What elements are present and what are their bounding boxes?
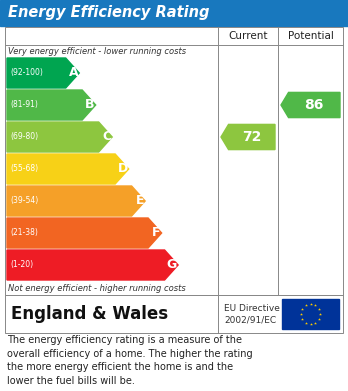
Polygon shape — [7, 186, 145, 216]
Text: The energy efficiency rating is a measure of the
overall efficiency of a home. T: The energy efficiency rating is a measur… — [7, 335, 253, 386]
Polygon shape — [7, 122, 112, 152]
Text: Current: Current — [228, 31, 268, 41]
Text: C: C — [102, 131, 111, 143]
Text: Not energy efficient - higher running costs: Not energy efficient - higher running co… — [8, 284, 186, 293]
Polygon shape — [7, 58, 79, 88]
Text: (69-80): (69-80) — [10, 133, 38, 142]
Bar — [282, 299, 339, 329]
Text: E: E — [136, 194, 144, 208]
Text: F: F — [152, 226, 161, 240]
Text: Potential: Potential — [287, 31, 333, 41]
Text: Very energy efficient - lower running costs: Very energy efficient - lower running co… — [8, 47, 186, 56]
Text: (81-91): (81-91) — [10, 100, 38, 109]
Polygon shape — [7, 154, 129, 184]
Bar — [5, 27, 343, 295]
Text: EU Directive
2002/91/EC: EU Directive 2002/91/EC — [224, 303, 280, 325]
Text: Energy Efficiency Rating: Energy Efficiency Rating — [8, 5, 209, 20]
Text: D: D — [117, 163, 128, 176]
Bar — [0, 0, 348, 26]
Polygon shape — [281, 92, 340, 118]
Text: 72: 72 — [242, 130, 261, 144]
Text: (39-54): (39-54) — [10, 197, 38, 206]
Polygon shape — [7, 218, 161, 248]
Text: A: A — [69, 66, 78, 79]
Text: (1-20): (1-20) — [10, 260, 33, 269]
Text: 86: 86 — [304, 98, 324, 112]
Polygon shape — [7, 90, 96, 120]
Text: England & Wales: England & Wales — [11, 305, 168, 323]
Polygon shape — [221, 124, 275, 150]
Text: (21-38): (21-38) — [10, 228, 38, 237]
Text: (55-68): (55-68) — [10, 165, 38, 174]
Text: G: G — [167, 258, 177, 271]
Text: (92-100): (92-100) — [10, 68, 43, 77]
Polygon shape — [7, 250, 178, 280]
Text: B: B — [85, 99, 95, 111]
Bar — [5, 295, 343, 333]
